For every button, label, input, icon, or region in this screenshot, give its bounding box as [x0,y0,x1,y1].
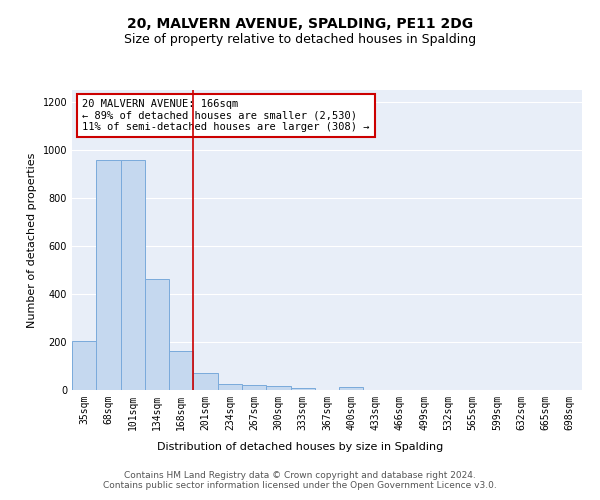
Text: Contains HM Land Registry data © Crown copyright and database right 2024.
Contai: Contains HM Land Registry data © Crown c… [103,470,497,490]
Bar [266,386,290,390]
Text: Distribution of detached houses by size in Spalding: Distribution of detached houses by size … [157,442,443,452]
Bar [218,384,242,390]
Bar [339,387,364,390]
Y-axis label: Number of detached properties: Number of detached properties [27,152,37,328]
Bar [121,160,145,390]
Bar [96,160,121,390]
Bar [290,388,315,390]
Bar [169,351,193,390]
Bar [242,385,266,390]
Text: 20 MALVERN AVENUE: 166sqm
← 89% of detached houses are smaller (2,530)
11% of se: 20 MALVERN AVENUE: 166sqm ← 89% of detac… [82,99,370,132]
Text: Size of property relative to detached houses in Spalding: Size of property relative to detached ho… [124,32,476,46]
Bar [193,372,218,390]
Bar [145,279,169,390]
Bar [72,341,96,390]
Text: 20, MALVERN AVENUE, SPALDING, PE11 2DG: 20, MALVERN AVENUE, SPALDING, PE11 2DG [127,18,473,32]
